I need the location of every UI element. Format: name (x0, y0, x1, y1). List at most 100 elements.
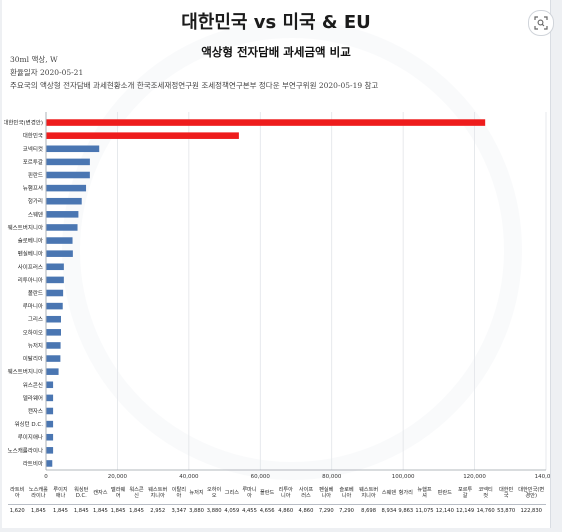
table-value-cell: 4,860 (295, 504, 317, 517)
table-value-cell: 1,845 (50, 504, 71, 517)
note-volume-unit: 30ml 액상, W (10, 55, 58, 64)
category-label: 워스콘신 (23, 381, 43, 389)
category-label: 루이지애나 (18, 433, 43, 441)
bar (46, 263, 64, 271)
table-value-cell: 4,455 (240, 504, 259, 517)
x-tick-label: 100,000 (392, 474, 415, 480)
table-name-cell: 펜실베니아 (319, 487, 334, 499)
table-name-cell: 사이프러스 (298, 487, 314, 499)
table-name-cell: 포르투갈 (457, 487, 473, 499)
bar-chart: 0 20,000 40,000 60,000 80,000 100,000 120,000 1… (4, 112, 550, 480)
table-value-cell: 4,059 (223, 504, 241, 517)
table-value-cell: 122,830 (516, 504, 546, 517)
table-name-cell: 핀란드 (437, 490, 452, 496)
category-label: 코넥티컷 (23, 145, 43, 153)
zoom-icon (534, 16, 548, 30)
table-value-cell: 7,290 (336, 504, 357, 517)
bar (46, 420, 54, 428)
table-value-cell: 9,863 (397, 504, 415, 517)
bar (46, 289, 64, 297)
bar (46, 237, 73, 244)
table-name-cell: 루마니아 (242, 487, 257, 499)
table-name-cell: 노스캐롤라이나 (28, 487, 48, 499)
table-value-cell: 4,656 (258, 504, 276, 517)
table-value-cell: 1,620 (8, 504, 27, 517)
data-table-value-row: 1,620 1,845 1,845 1,845 1,845 1,845 1,845 2,952… (8, 504, 546, 517)
category-label: 이탈리아 (23, 355, 43, 363)
table-value-cell: 3,347 (169, 504, 189, 517)
category-label: 웨스트버지니아 (8, 223, 43, 231)
category-label: 뉴햄프셔 (23, 184, 43, 192)
table-name-cell: 폴란드 (259, 490, 275, 496)
category-label: 사이프러스 (18, 263, 43, 271)
x-tick-label: 20,000 (108, 474, 128, 480)
note-source: 주요국의 액상형 전자담배 과세현황소개 한국조세재정연구원 조세정책연구본부 … (10, 81, 379, 90)
table-value-cell: 7,290 (316, 504, 337, 517)
table-value-cell: 8,698 (356, 504, 381, 517)
category-label: 스웨덴 (28, 210, 43, 218)
bar (46, 342, 61, 349)
table-value-cell: 11,075 (414, 504, 435, 517)
chart-subtitle: 액상형 전자담배 과세금액 비교 (201, 45, 351, 59)
bar (46, 197, 82, 205)
bar (46, 460, 53, 467)
category-label: 대한민국 (23, 132, 43, 140)
note-exchange-date: 환율일자 2020-05-21 (10, 68, 84, 77)
table-value-cell: 2,952 (145, 504, 170, 517)
category-label: 오하이오 (23, 328, 43, 336)
table-name-cell: 워싱턴 D.C. (74, 487, 89, 499)
category-label: 슬로베니아 (18, 237, 43, 245)
x-tick-label: 40,000 (179, 474, 199, 480)
table-value-cell: 4,860 (275, 504, 296, 517)
category-label: 델라웨어 (23, 394, 43, 402)
table-name-cell: 델라웨어 (110, 487, 126, 499)
bar (46, 158, 90, 166)
chart-card: 대한민국 vs 미국 & EU 액상형 전자담배 과세금액 비교 30ml 액상… (2, 0, 554, 528)
bar (46, 329, 61, 336)
table-name-cell: 이탈리아 (171, 487, 187, 499)
category-label: 폴란드 (28, 290, 43, 297)
category-label: 라트비아 (23, 459, 43, 467)
category-label: 그리스 (28, 315, 43, 323)
bar (46, 394, 54, 402)
bar (46, 224, 78, 231)
bar (46, 381, 54, 389)
table-name-cell: 루이지애나 (53, 487, 68, 499)
table-value-cell: 3,880 (188, 504, 205, 517)
table-name-cell: 대한민국 (498, 487, 514, 499)
x-tick-label: 80,000 (322, 474, 342, 480)
table-value-cell: 1,845 (127, 504, 146, 517)
bar (46, 119, 486, 126)
bar (46, 276, 64, 284)
bar (46, 250, 73, 257)
table-value-cell: 1,845 (70, 504, 92, 517)
category-label: 펜실베니아 (18, 250, 43, 258)
bar (46, 407, 54, 415)
zoom-button[interactable] (528, 10, 554, 36)
bar (46, 447, 54, 454)
table-name-cell: 헝가리 (398, 490, 413, 496)
bar (46, 211, 79, 218)
bar (46, 145, 100, 153)
category-label: 워싱턴 D.C. (14, 420, 43, 428)
bar (46, 302, 63, 310)
table-name-cell: 워스콘신 (129, 487, 144, 499)
table-value-cell: 14,760 (475, 504, 496, 517)
table-value-cell: 1,845 (26, 504, 51, 517)
category-label: 대한민국(변경안) (4, 119, 43, 127)
bar (46, 355, 61, 362)
bar (46, 171, 90, 179)
x-tick-label: 60,000 (251, 474, 271, 480)
bar (46, 315, 61, 323)
table-name-cell: 슬로베니아 (339, 487, 354, 499)
category-label: 리투아니아 (18, 276, 43, 284)
table-name-cell: 그리스 (224, 490, 239, 496)
data-table: 라트비아 노스캐롤라이나 루이지애나 워싱턴 D.C. 캔자스 델라웨어 워스콘신 웨스트버지… (8, 482, 546, 517)
table-name-cell: 뉴햄프셔 (417, 487, 432, 499)
table-value-cell: 1,845 (108, 504, 128, 517)
table-name-cell: 대한민국(변경안) (518, 487, 545, 499)
x-tick-label: 120,000 (463, 474, 486, 480)
table-name-cell: 캔자스 (93, 490, 108, 496)
table-value-cell: 12,140 (434, 504, 455, 517)
table-value-cell: 3,880 (204, 504, 224, 517)
